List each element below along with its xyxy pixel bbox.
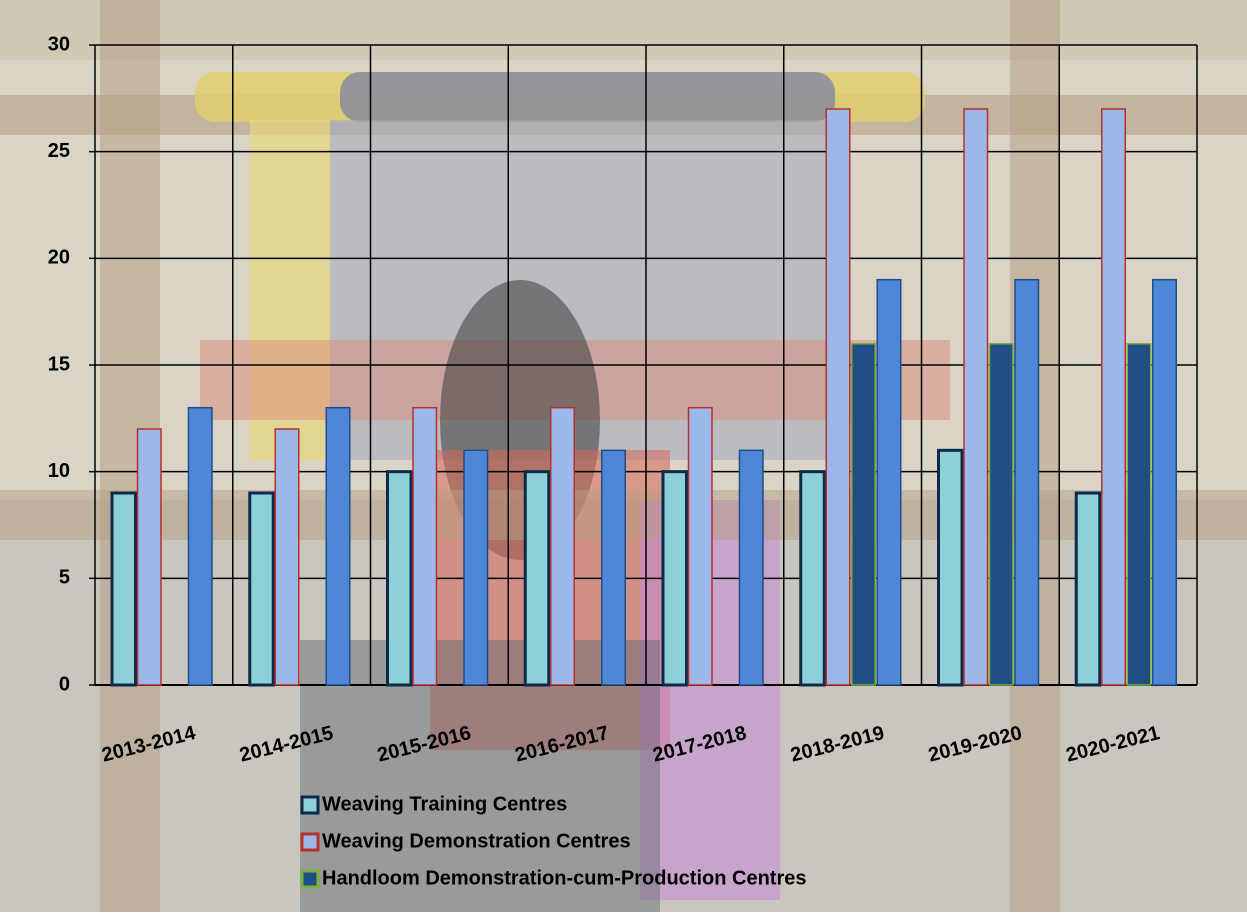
bar: [876, 278, 902, 686]
y-tick-label: 25: [48, 140, 70, 162]
bar: [136, 428, 162, 686]
bar: [738, 449, 764, 686]
bar: [851, 342, 876, 686]
bar: [799, 470, 826, 687]
bar: [963, 108, 989, 686]
bar: [937, 448, 964, 687]
legend-swatch: [300, 832, 320, 852]
bar: [248, 491, 275, 687]
bar: [386, 470, 413, 687]
bar: [687, 406, 713, 686]
bar: [1126, 342, 1152, 686]
y-tick-label: 30: [48, 33, 70, 55]
legend-label: Weaving Training Centres: [322, 793, 567, 815]
y-tick-label: 15: [48, 353, 70, 375]
bar: [274, 428, 300, 686]
bar: [1101, 108, 1126, 686]
y-tick-label: 5: [59, 567, 70, 589]
bar: [601, 449, 626, 686]
y-tick-label: 10: [48, 460, 70, 482]
bar: [988, 342, 1014, 686]
bar: [661, 470, 688, 687]
legend-swatch: [300, 795, 320, 815]
bar: [325, 406, 351, 686]
bar: [523, 470, 551, 687]
bar: [463, 449, 489, 686]
y-tick-label: 20: [48, 247, 70, 269]
legend-label: Weaving Demonstration Centres: [322, 830, 631, 852]
legend-swatch: [300, 869, 320, 889]
bar: [1074, 491, 1102, 687]
bar: [1014, 278, 1040, 686]
legend-label: Handloom Demonstration-cum-Production Ce…: [322, 867, 806, 889]
bar: [412, 406, 438, 686]
bar: [187, 406, 213, 686]
y-tick-label: 0: [59, 673, 70, 695]
bar: [110, 491, 137, 687]
bar: [1152, 278, 1177, 686]
bar: [825, 108, 851, 686]
bar: [550, 406, 575, 686]
